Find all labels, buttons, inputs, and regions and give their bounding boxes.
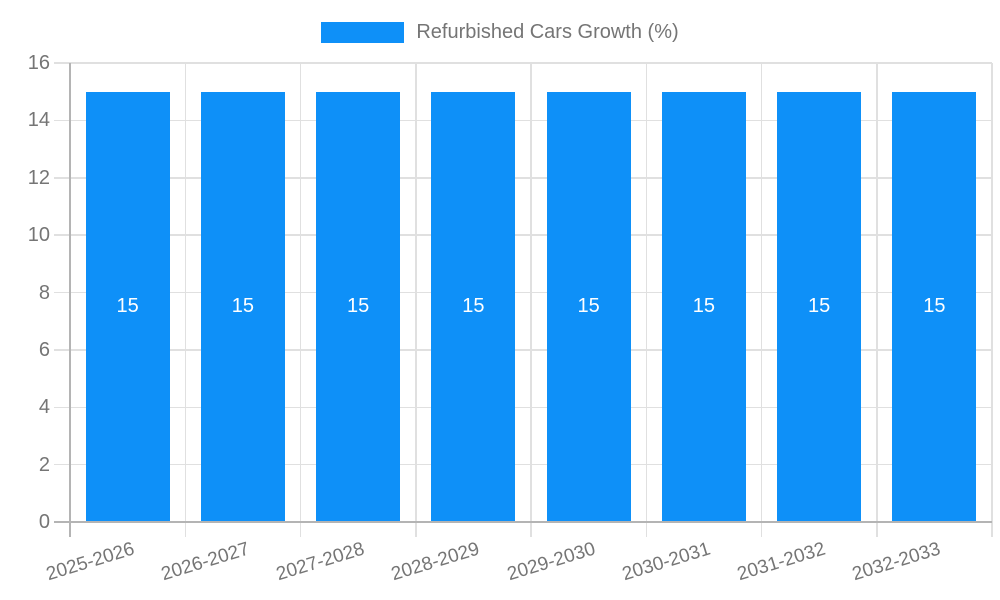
bar-value-label: 15 bbox=[577, 295, 600, 318]
gridline-horizontal bbox=[54, 234, 992, 236]
y-axis-label: 0 bbox=[38, 511, 50, 533]
gridline-horizontal bbox=[54, 406, 992, 408]
y-axis-label: 16 bbox=[27, 52, 50, 74]
y-axis-line bbox=[69, 63, 71, 537]
gridline-vertical bbox=[299, 63, 302, 537]
y-axis-label: 14 bbox=[27, 109, 50, 132]
y-axis-label: 12 bbox=[27, 166, 50, 189]
bar: 15 bbox=[892, 91, 977, 522]
legend-swatch bbox=[321, 21, 405, 43]
bar-value-label: 15 bbox=[808, 295, 831, 318]
bar-value-label: 15 bbox=[347, 295, 370, 318]
gridline-vertical bbox=[876, 63, 878, 537]
bar-value-label: 15 bbox=[116, 295, 139, 318]
gridline-vertical bbox=[530, 63, 532, 537]
chart-legend: Refurbished Cars Growth (%) bbox=[0, 20, 1000, 44]
gridline-horizontal bbox=[54, 177, 992, 179]
bar-value-label: 15 bbox=[462, 295, 485, 318]
gridline-horizontal bbox=[54, 119, 992, 122]
y-axis-label: 4 bbox=[38, 396, 50, 419]
gridline-horizontal bbox=[54, 349, 992, 351]
gridline-vertical bbox=[645, 63, 647, 537]
legend-label: Refurbished Cars Growth (%) bbox=[416, 20, 679, 43]
bar: 15 bbox=[661, 91, 746, 522]
bar-value-label: 15 bbox=[231, 295, 254, 318]
bar: 15 bbox=[431, 91, 516, 522]
bar-value-label: 15 bbox=[692, 295, 715, 318]
gridline-vertical bbox=[991, 63, 993, 537]
gridline-horizontal bbox=[54, 291, 992, 294]
y-axis-label: 8 bbox=[38, 281, 50, 304]
y-axis-label: 10 bbox=[27, 224, 50, 247]
gridline-horizontal bbox=[54, 463, 992, 466]
gridline-vertical bbox=[184, 63, 186, 537]
bar: 15 bbox=[546, 91, 631, 522]
gridline-vertical bbox=[415, 63, 417, 537]
y-axis-label: 6 bbox=[38, 338, 50, 361]
bar-value-label: 15 bbox=[923, 295, 946, 318]
bar: 15 bbox=[85, 91, 170, 522]
y-axis-label: 2 bbox=[38, 453, 50, 476]
bar: 15 bbox=[316, 91, 401, 522]
bar: 15 bbox=[777, 91, 862, 522]
bar: 15 bbox=[200, 91, 285, 522]
gridline-vertical bbox=[760, 63, 763, 537]
gridline-horizontal bbox=[54, 62, 992, 64]
x-axis-line bbox=[54, 521, 992, 523]
